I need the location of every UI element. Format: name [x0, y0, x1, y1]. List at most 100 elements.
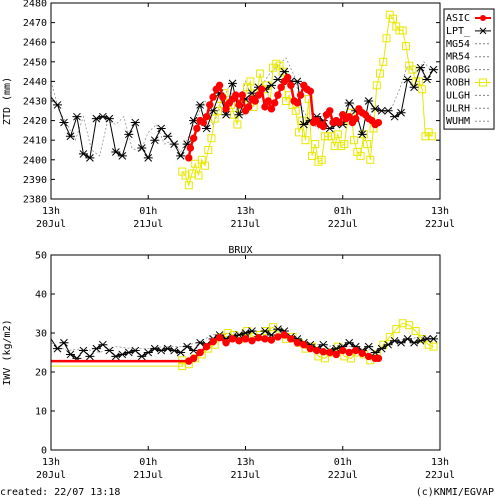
x-tick-label: 21Jul: [230, 219, 260, 230]
data-point-lpt: [189, 346, 199, 355]
data-point-robh: [307, 151, 316, 160]
data-point-robh: [366, 155, 375, 164]
data-point-lpt: [364, 97, 374, 105]
data-point-asic: [258, 85, 266, 93]
data-point-asic: [358, 349, 366, 357]
legend-marker-lpt: [479, 27, 487, 35]
data-point-asic: [277, 83, 285, 91]
data-point-robh: [385, 332, 394, 341]
data-point-asic: [287, 335, 295, 343]
legend-label: WUHM: [446, 116, 470, 127]
data-point-asic: [232, 91, 240, 99]
y-tick-label: 2440: [23, 77, 47, 88]
x-tick-label: 01h: [139, 457, 157, 468]
data-point-lpt: [163, 344, 173, 353]
data-point-lpt: [429, 334, 439, 343]
data-point-asic: [215, 81, 224, 90]
data-point-asic: [345, 348, 353, 357]
y-axis-label: ZTD (mm): [2, 77, 13, 125]
data-point-lpt: [416, 63, 426, 72]
data-point-lpt: [266, 81, 276, 90]
y-tick-label: 2430: [23, 97, 47, 108]
data-point-lpt: [396, 338, 406, 347]
data-point-lpt: [228, 79, 238, 88]
data-point-asic: [319, 348, 327, 356]
data-point-robh: [188, 169, 197, 178]
data-point-robh: [327, 132, 336, 141]
data-point-asic: [352, 346, 360, 355]
data-point-robh: [311, 140, 320, 149]
data-point-lpt: [176, 348, 186, 357]
data-point-lpt: [299, 120, 309, 129]
data-point-lpt: [292, 77, 302, 86]
y-tick-label: 0: [41, 446, 47, 457]
data-point-lpt: [143, 153, 153, 162]
data-point-lpt: [85, 352, 95, 361]
created-timestamp: created: 22/07 13:18: [0, 487, 121, 498]
legend-label: ULRH: [446, 103, 470, 114]
data-point-asic: [300, 341, 308, 349]
data-point-robh: [398, 319, 407, 328]
copyright-credit: (c)KNMI/EGVAP: [415, 487, 494, 498]
data-point-lpt: [124, 130, 134, 139]
x-tick-label: 13h: [42, 206, 60, 217]
data-point-asic: [306, 344, 315, 353]
data-point-asic: [283, 73, 292, 82]
data-point-lpt: [104, 114, 114, 123]
data-point-lpt: [52, 344, 62, 353]
data-point-asic: [339, 346, 347, 355]
data-point-asic: [287, 81, 295, 90]
data-point-robh: [210, 114, 219, 123]
data-point-asic: [215, 333, 224, 342]
y-tick-label: 20: [35, 368, 47, 379]
data-point-lpt: [78, 150, 88, 158]
data-point-robh: [388, 14, 397, 23]
data-point-asic: [245, 103, 253, 111]
data-point-asic: [209, 337, 217, 346]
data-point-robh: [207, 134, 216, 143]
data-point-lpt: [65, 350, 75, 359]
data-point-asic: [274, 333, 282, 341]
data-point-asic: [241, 335, 250, 343]
data-point-lpt: [85, 153, 95, 162]
data-point-asic: [261, 103, 269, 111]
data-point-lpt: [182, 342, 192, 351]
data-point-lpt: [130, 346, 140, 355]
data-point-robh: [333, 130, 342, 139]
data-point-robh: [401, 42, 410, 51]
legend-label: MG54: [446, 39, 470, 50]
data-point-asic: [185, 154, 193, 162]
x-tick-label: 13h: [42, 457, 60, 468]
data-point-asic: [254, 333, 263, 342]
data-point-asic: [222, 339, 230, 347]
data-point-lpt: [117, 152, 127, 160]
data-point-asic: [235, 337, 243, 345]
y-tick-label: 2450: [23, 57, 47, 68]
data-point-robh: [372, 81, 381, 90]
data-point-asic: [270, 99, 279, 107]
data-point-lpt: [91, 344, 101, 353]
data-point-asic: [199, 118, 208, 127]
legend-label: ULGH: [446, 90, 470, 101]
data-point-lpt: [104, 346, 114, 355]
data-point-robh: [340, 140, 349, 149]
data-point-robh: [392, 325, 401, 334]
x-tick-label: 13h: [431, 457, 449, 468]
x-tick-label: 20Jul: [36, 219, 66, 230]
data-point-asic: [374, 118, 383, 127]
x-tick-label: 21Jul: [133, 470, 163, 481]
data-point-lpt: [416, 336, 426, 345]
data-point-robh: [405, 321, 414, 330]
data-point-lpt: [234, 110, 244, 119]
data-point-asic: [264, 97, 272, 105]
data-point-lpt: [383, 340, 393, 349]
data-point-asic: [352, 114, 360, 123]
data-point-robh: [291, 106, 300, 115]
data-point-robh: [414, 77, 423, 86]
data-point-asic: [202, 342, 211, 351]
data-point-asic: [267, 336, 276, 344]
data-point-lpt: [176, 152, 186, 160]
data-point-lpt: [344, 99, 354, 107]
x-tick-label: 21Jul: [230, 470, 260, 481]
data-point-asic: [326, 107, 334, 115]
